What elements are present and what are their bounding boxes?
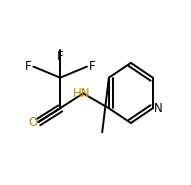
- Text: F: F: [89, 60, 96, 73]
- Text: HN: HN: [72, 87, 90, 100]
- Text: F: F: [24, 60, 31, 73]
- Text: N: N: [154, 102, 163, 115]
- Text: F: F: [57, 50, 63, 63]
- Text: O: O: [29, 116, 38, 129]
